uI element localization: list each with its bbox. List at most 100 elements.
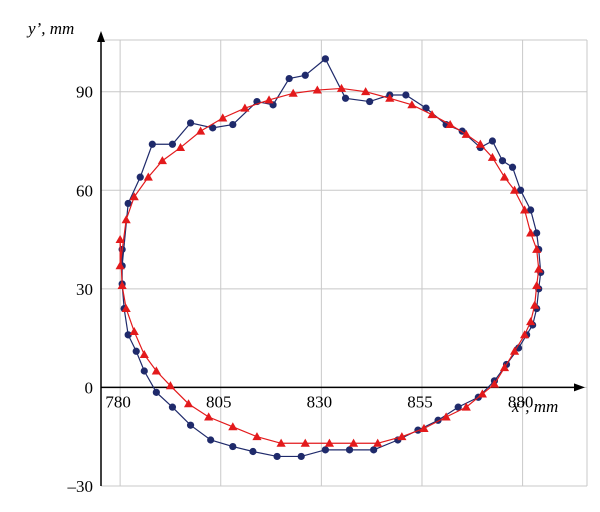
data-point [348, 438, 359, 447]
data-point [288, 88, 298, 97]
data-point [419, 423, 429, 432]
data-point [361, 87, 371, 96]
data-point [121, 215, 131, 224]
data-point [264, 95, 274, 104]
data-point [454, 403, 462, 411]
data-point [115, 234, 125, 244]
data-point [461, 402, 471, 411]
data-point [534, 264, 544, 273]
x-tick-label: 880 [508, 392, 534, 411]
data-point [488, 137, 497, 145]
data-point [121, 303, 131, 313]
x-axis-arrow [574, 383, 585, 392]
data-point [129, 192, 139, 201]
data-point [175, 142, 186, 152]
data-point [228, 422, 238, 431]
data-point [445, 119, 455, 129]
data-point [366, 97, 374, 106]
data-point [530, 300, 540, 309]
data-point [152, 388, 160, 396]
data-point [129, 326, 139, 336]
data-point [341, 94, 350, 102]
data-point [300, 438, 310, 447]
data-point [509, 185, 520, 194]
data-point [441, 412, 451, 421]
data-point [186, 421, 195, 429]
data-point [499, 172, 510, 181]
data-point [168, 403, 177, 411]
data-point [477, 389, 487, 398]
data-point [117, 280, 127, 290]
data-point [499, 363, 510, 372]
data-point [143, 172, 153, 181]
data-point [183, 399, 194, 408]
y-axis-arrow [97, 31, 105, 42]
y-tick-label: 90 [76, 83, 93, 102]
y-tick-label: 0 [85, 378, 94, 397]
data-point [186, 119, 195, 127]
data-point [249, 447, 257, 456]
tick-labels: –30 0 30 60 90 780 805 830 855 880 [67, 83, 534, 496]
data-point [140, 367, 148, 375]
data-point [397, 432, 407, 441]
data-point [532, 244, 542, 253]
data-point [252, 432, 262, 441]
data-point [124, 199, 132, 208]
data-point [345, 446, 354, 454]
data-point [498, 157, 507, 165]
data-point [532, 280, 542, 290]
data-point [207, 436, 215, 444]
data-point [487, 152, 498, 161]
data-point [139, 349, 149, 359]
data-point [297, 452, 305, 461]
data-point [124, 331, 132, 339]
data-point [301, 71, 309, 79]
data-point [508, 163, 517, 171]
y-tick-label: 60 [76, 181, 93, 200]
data-point [204, 412, 214, 421]
data-point [148, 140, 156, 148]
data-point [196, 126, 206, 135]
data-point [422, 104, 430, 112]
data-point [520, 205, 530, 214]
data-point [321, 446, 329, 454]
data-series [115, 55, 545, 461]
data-point [527, 206, 535, 214]
data-point [321, 55, 329, 63]
data-point [229, 120, 237, 129]
data-point [370, 446, 378, 454]
data-point [526, 228, 536, 237]
data-point [461, 129, 471, 138]
data-point [324, 438, 335, 447]
x-tick-label: 805 [206, 392, 232, 411]
data-point [520, 330, 530, 339]
data-point [276, 438, 286, 447]
data-point [526, 317, 536, 326]
x-axis-title: x’, mm [511, 397, 558, 416]
data-point [115, 261, 125, 270]
data-point [385, 93, 395, 102]
data-point [132, 347, 140, 355]
data-point [312, 85, 322, 94]
data-point [514, 344, 523, 352]
data-point [240, 103, 250, 112]
data-point [475, 139, 485, 148]
data-point [373, 438, 383, 447]
data-point [533, 229, 541, 237]
x-tick-label: 830 [307, 392, 333, 411]
x-tick-label: 780 [105, 392, 131, 411]
data-point [407, 100, 417, 109]
data-point [489, 379, 500, 388]
data-point [218, 113, 228, 122]
data-point [165, 381, 176, 390]
data-point [209, 124, 217, 132]
data-point [516, 186, 525, 194]
series-2 [115, 83, 544, 447]
data-point [273, 452, 281, 461]
data-point [229, 442, 237, 451]
data-point [151, 366, 161, 375]
y-axis-title: y’, mm [26, 19, 74, 38]
series-line [119, 87, 540, 444]
data-point [336, 83, 347, 92]
